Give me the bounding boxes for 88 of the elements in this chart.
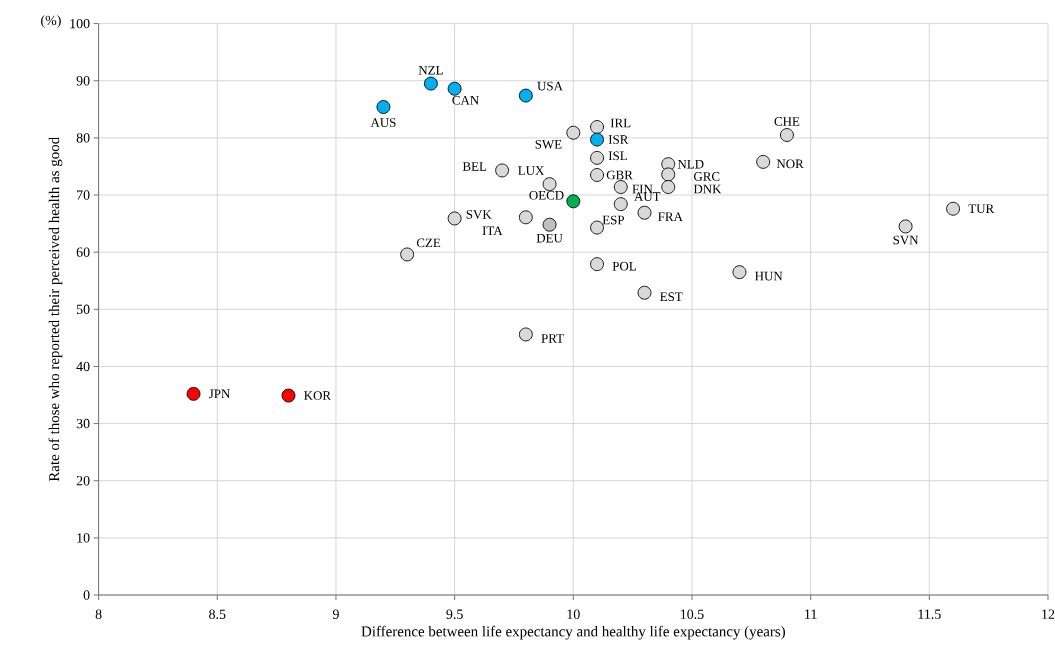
data-label: CAN (452, 95, 479, 105)
point (590, 150, 604, 165)
x-tick-label: 11 (805, 609, 817, 619)
x-tick-label: 9.5 (446, 609, 463, 619)
data-label: NOR (776, 159, 804, 169)
point (566, 194, 581, 209)
point (495, 163, 510, 178)
y-tick-label: 0 (83, 590, 90, 600)
x-tick-label: 8 (95, 609, 102, 619)
point (590, 257, 604, 272)
data-label: ISL (608, 151, 627, 161)
data-label: AUS (370, 118, 396, 127)
data-label: IRL (610, 118, 631, 128)
data-label: GBR (606, 170, 633, 180)
point (518, 88, 533, 103)
point (590, 220, 604, 235)
data-label: CZE (416, 238, 441, 248)
point (542, 217, 557, 232)
point (281, 388, 296, 403)
data-label: CHE (774, 117, 800, 126)
data-label: FIN (632, 184, 653, 194)
data-label: POL (612, 261, 636, 271)
x-tick-label: 10.5 (681, 609, 704, 619)
y-tick-label: 80 (76, 133, 90, 143)
data-label: NLD (677, 159, 704, 169)
y-tick-label: 20 (76, 476, 90, 486)
data-label: GRC (693, 172, 720, 181)
point (661, 180, 676, 194)
y-tick-label: 30 (76, 418, 90, 429)
data-label: AUT (634, 192, 661, 201)
x-tick-label: 10 (567, 609, 580, 619)
point (613, 180, 628, 194)
point (898, 219, 913, 234)
point (590, 120, 604, 134)
data-label: KOR (304, 391, 332, 400)
data-label: ISR (608, 135, 629, 144)
point (447, 81, 462, 96)
y-axis-title: Rate of those who reported their perceived health as good (48, 137, 63, 482)
point (780, 128, 794, 142)
point (637, 285, 652, 300)
data-label: ITA (482, 226, 503, 236)
point (756, 154, 771, 169)
data-label: HUN (755, 271, 783, 281)
x-tick-label: 12 (1042, 609, 1055, 619)
y-tick-label: 90 (76, 76, 90, 86)
data-label: SVK (466, 210, 492, 219)
point (447, 211, 462, 226)
point (542, 177, 557, 192)
y-tick-label: 40 (76, 361, 90, 372)
data-label: FRA (658, 212, 683, 221)
data-label: BEL (462, 162, 487, 171)
x-axis-title: Difference between life expectancy and healthy life expectancy (years) (361, 625, 785, 640)
data-label: DEU (536, 233, 563, 243)
data-label: SVN (893, 235, 919, 245)
point (590, 132, 604, 147)
point (590, 168, 604, 182)
x-tick-label: 8.5 (209, 609, 226, 619)
y-tick-label: 50 (76, 304, 90, 315)
point (518, 210, 533, 225)
point (400, 247, 415, 262)
y-tick-label: 10 (77, 533, 90, 543)
point (613, 197, 628, 212)
data-label: TUR (968, 204, 995, 214)
y-tick-label: 60 (76, 247, 90, 257)
y-tick-label: 70 (77, 190, 90, 200)
point (376, 100, 391, 114)
data-label: LUX (518, 166, 545, 175)
data-label: PRT (541, 334, 564, 343)
data-label: EST (660, 292, 683, 302)
data-label: NZL (418, 65, 443, 75)
data-label: JPN (209, 389, 231, 399)
point (732, 265, 747, 280)
data-label: ESP (602, 215, 625, 225)
data-label: OECD (529, 190, 564, 200)
point (518, 327, 533, 342)
x-tick-label: 9 (332, 609, 339, 619)
data-label: USA (537, 81, 563, 91)
point (946, 201, 960, 216)
point (637, 205, 652, 220)
point (186, 386, 201, 401)
data-label: SWE (535, 139, 562, 149)
y-tick-label: 100 (70, 18, 90, 29)
point (661, 167, 676, 182)
x-tick-label: 11.5 (918, 609, 941, 619)
data-label: DNK (693, 184, 722, 194)
point (423, 76, 438, 91)
point (566, 125, 581, 140)
text: (%) (41, 15, 61, 28)
